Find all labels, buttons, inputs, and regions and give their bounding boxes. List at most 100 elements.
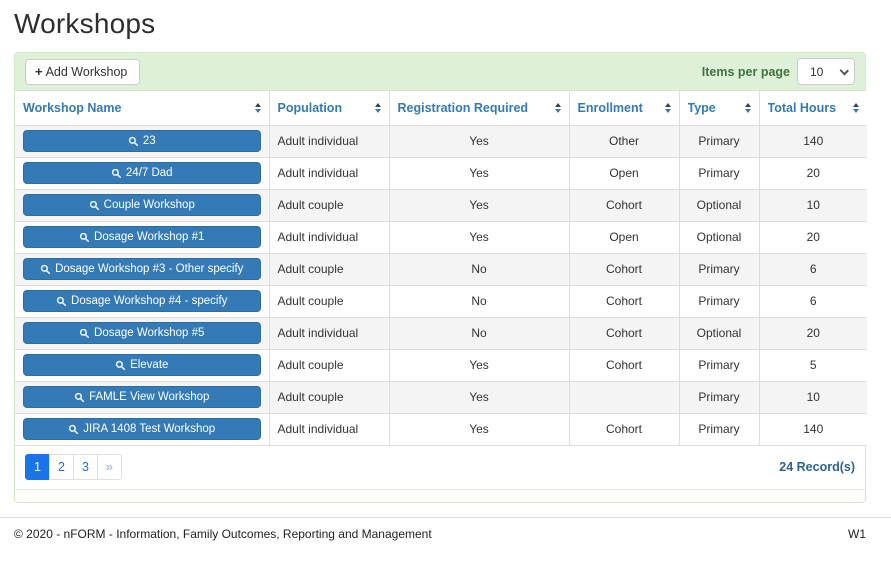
items-per-page-label: Items per page: [701, 64, 790, 79]
type-cell: Optional: [678, 220, 760, 254]
total-hours-cell: 140: [758, 124, 867, 158]
page-button-2[interactable]: 2: [49, 454, 74, 480]
workshop-name-cell: FAMLE View Workshop: [15, 380, 270, 414]
table-header-row: Workshop Name Population Registration Re…: [15, 91, 867, 126]
column-header-registration-required[interactable]: Registration Required: [388, 91, 570, 126]
population-cell: Adult couple: [268, 188, 390, 222]
sort-arrows-icon: [853, 102, 859, 113]
items-per-page-select[interactable]: 10: [797, 58, 855, 85]
population-cell: Adult individual: [268, 124, 390, 158]
workshop-open-button[interactable]: Dosage Workshop #3 - Other specify: [23, 258, 261, 280]
workshop-name-label: Dosage Workshop #5: [94, 327, 205, 339]
total-hours-cell: 6: [758, 284, 867, 318]
column-label: Workshop Name: [23, 100, 122, 115]
registration-required-cell: No: [388, 316, 570, 350]
workshop-name-cell: Dosage Workshop #3 - Other specify: [15, 252, 270, 286]
enrollment-cell: Other: [568, 124, 680, 158]
registration-required-cell: Yes: [388, 124, 570, 158]
population-cell: Adult individual: [268, 412, 390, 446]
workshop-name-label: Elevate: [130, 359, 169, 371]
total-hours-cell: 10: [758, 380, 867, 414]
workshop-name-cell: Dosage Workshop #5: [15, 316, 270, 350]
sort-arrows-icon: [554, 102, 561, 113]
next-page-button[interactable]: »: [97, 454, 122, 480]
enrollment-cell: Open: [568, 156, 680, 190]
total-hours-cell: 5: [758, 348, 867, 382]
plus-icon: +: [35, 64, 43, 79]
column-label: Population: [277, 100, 343, 115]
sort-arrows-icon: [374, 102, 381, 113]
population-cell: Adult couple: [268, 380, 390, 414]
population-cell: Adult couple: [268, 252, 390, 286]
table-row: FAMLE View Workshop Adult couple Yes Pri…: [15, 380, 867, 414]
workshop-open-button[interactable]: 23: [23, 130, 261, 152]
type-cell: Primary: [678, 412, 760, 446]
column-label: Registration Required: [397, 100, 529, 115]
type-cell: Primary: [678, 348, 760, 382]
search-icon: [40, 264, 51, 274]
registration-required-cell: Yes: [388, 156, 570, 190]
column-header-population[interactable]: Population: [268, 91, 390, 126]
total-hours-cell: 20: [758, 220, 867, 254]
search-icon: [69, 424, 79, 434]
workshop-name-label: Dosage Workshop #3 - Other specify: [55, 263, 244, 275]
table-body: 23 Adult individual Yes Other Primary 14…: [15, 124, 867, 446]
total-hours-cell: 20: [758, 156, 867, 190]
add-workshop-label: Add Workshop: [45, 64, 128, 79]
table-row: 23 Adult individual Yes Other Primary 14…: [15, 124, 867, 158]
search-icon: [115, 360, 126, 370]
workshop-name-label: Dosage Workshop #4 - specify: [71, 295, 228, 307]
column-header-total-hours[interactable]: Total Hours: [758, 91, 867, 126]
workshop-open-button[interactable]: Dosage Workshop #1: [23, 226, 261, 248]
total-hours-cell: 20: [758, 316, 867, 350]
population-cell: Adult individual: [268, 316, 390, 350]
page-button-1[interactable]: 1: [25, 454, 50, 480]
type-cell: Optional: [678, 316, 760, 350]
table-row: Dosage Workshop #1 Adult individual Yes …: [15, 220, 867, 254]
type-cell: Optional: [678, 188, 760, 222]
enrollment-cell: [568, 380, 680, 414]
search-icon: [111, 168, 122, 178]
registration-required-cell: Yes: [388, 348, 570, 382]
total-hours-cell: 10: [758, 188, 867, 222]
workshop-open-button[interactable]: Dosage Workshop #4 - specify: [23, 290, 261, 312]
search-icon: [79, 328, 90, 338]
workshop-name-label: FAMLE View Workshop: [89, 391, 210, 403]
registration-required-cell: Yes: [388, 188, 570, 222]
total-hours-cell: 6: [758, 252, 867, 286]
enrollment-cell: Cohort: [568, 284, 680, 318]
column-label: Total Hours: [767, 100, 837, 115]
registration-required-cell: Yes: [388, 220, 570, 254]
record-count: 24 Record(s): [779, 460, 855, 474]
workshop-name-cell: JIRA 1408 Test Workshop: [15, 412, 270, 446]
copyright-text: © 2020 - nFORM - Information, Family Out…: [14, 526, 432, 541]
workshop-open-button[interactable]: Couple Workshop: [23, 194, 261, 216]
workshop-open-button[interactable]: Elevate: [23, 354, 261, 376]
workshop-open-button[interactable]: 24/7 Dad: [23, 162, 261, 184]
table-row: Elevate Adult couple Yes Cohort Primary …: [15, 348, 867, 382]
workshops-table: Workshop Name Population Registration Re…: [15, 91, 867, 446]
workshop-open-button[interactable]: JIRA 1408 Test Workshop: [23, 418, 261, 440]
pagination-bar: 1 2 3 » 24 Record(s): [15, 446, 865, 489]
workshop-name-label: Couple Workshop: [103, 199, 195, 211]
workshop-name-cell: 24/7 Dad: [15, 156, 270, 190]
type-cell: Primary: [678, 284, 760, 318]
population-cell: Adult individual: [268, 220, 390, 254]
enrollment-cell: Cohort: [568, 252, 680, 286]
enrollment-cell: Cohort: [568, 348, 680, 382]
add-workshop-button[interactable]: + Add Workshop: [25, 58, 141, 85]
column-label: Enrollment: [577, 100, 643, 115]
workshop-open-button[interactable]: Dosage Workshop #5: [23, 322, 261, 344]
column-header-type[interactable]: Type: [678, 91, 760, 126]
table-row: JIRA 1408 Test Workshop Adult individual…: [15, 412, 867, 446]
footer-divider: [0, 516, 891, 518]
page-button-3[interactable]: 3: [73, 454, 98, 480]
page-title: Workshops: [14, 8, 156, 39]
workshop-name-cell: Elevate: [15, 348, 270, 382]
sort-arrows-icon: [254, 102, 261, 113]
column-header-workshop-name[interactable]: Workshop Name: [15, 91, 270, 126]
type-cell: Primary: [678, 380, 760, 414]
workshop-name-label: 24/7 Dad: [125, 167, 173, 179]
column-header-enrollment[interactable]: Enrollment: [568, 91, 680, 126]
workshop-open-button[interactable]: FAMLE View Workshop: [23, 386, 261, 408]
